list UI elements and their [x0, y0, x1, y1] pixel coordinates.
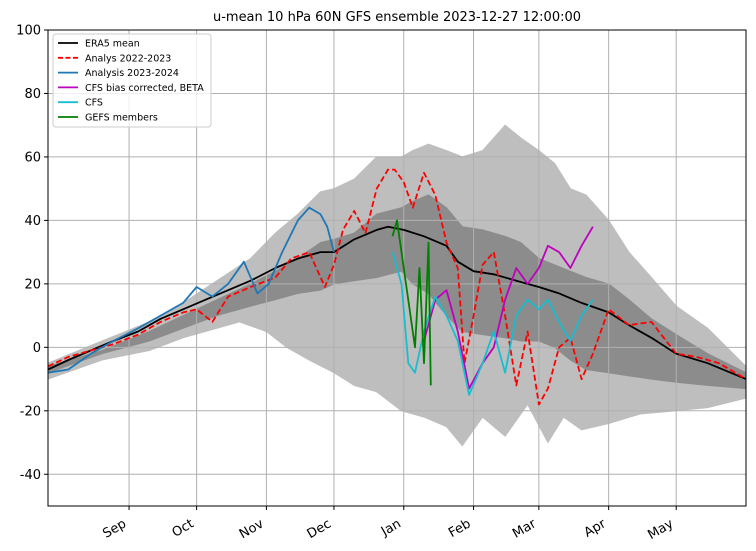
y-tick-label: 0: [33, 341, 41, 356]
y-tick-label: -20: [20, 404, 41, 419]
series-line-3: [423, 226, 594, 390]
y-tick-label: -40: [20, 468, 41, 483]
legend: ERA5 mean Analys 2022-2023 Analysis 2023-2…: [52, 33, 212, 128]
chart-title: u-mean 10 hPa 60N GFS ensemble 2023-12-2…: [213, 10, 581, 25]
series-line-5: [391, 219, 432, 386]
series-line-2: [48, 206, 335, 374]
legend-box: [52, 33, 212, 128]
legend-label-5: GEFS members: [85, 113, 158, 124]
legend-label-3: CFS bias corrected, BETA: [85, 83, 204, 94]
plot-area: [47, 29, 747, 507]
y-tick-label: 80: [24, 87, 41, 102]
legend-label-1: Analys 2022-2023: [85, 53, 171, 64]
series-layer: [48, 168, 746, 406]
y-tick-label: 20: [24, 277, 41, 292]
series-line-0: [48, 225, 746, 380]
y-axis: -40 -20 0 20 40 60 80 100: [16, 24, 48, 483]
y-tick-label: 40: [24, 214, 41, 229]
y-tick-label: 60: [24, 150, 41, 165]
legend-label-4: CFS: [85, 98, 103, 109]
series-line-1: [48, 168, 746, 406]
legend-label-0: ERA5 mean: [85, 39, 140, 50]
series-line-4: [391, 251, 594, 396]
y-tick-label: 100: [16, 24, 41, 39]
plot-frame: [47, 29, 747, 507]
legend-label-2: Analysis 2023-2024: [85, 68, 179, 79]
